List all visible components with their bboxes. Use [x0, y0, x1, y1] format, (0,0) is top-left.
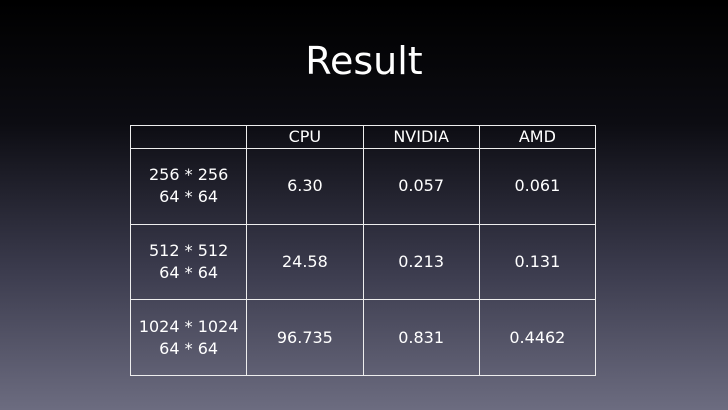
row-label: 256 * 256 64 * 64	[129, 148, 248, 225]
table-cell: 0.057	[362, 148, 480, 225]
row-label-line: 64 * 64	[159, 338, 219, 358]
row-label-line: 256 * 256	[149, 165, 229, 185]
column-header: NVIDIA	[362, 125, 480, 149]
table-row: 1024 * 1024 64 * 64 96.735 0.831 0.4462	[129, 299, 597, 376]
row-label-line: 64 * 64	[159, 187, 219, 207]
table-cell: 0.131	[478, 223, 597, 301]
table-cell: 0.061	[478, 148, 597, 225]
table-cell: 0.213	[362, 223, 480, 301]
column-header: AMD	[478, 125, 597, 149]
column-header: CPU	[246, 125, 364, 149]
table-cell: 0.4462	[478, 299, 597, 376]
table-cell: 24.58	[246, 223, 364, 301]
table-cell: 96.735	[246, 299, 364, 376]
empty-header-cell	[129, 125, 248, 149]
table-row: 256 * 256 64 * 64 6.30 0.057 0.061	[129, 148, 597, 225]
table-row: 512 * 512 64 * 64 24.58 0.213 0.131	[129, 223, 597, 301]
row-label: 512 * 512 64 * 64	[129, 223, 248, 301]
row-label: 1024 * 1024 64 * 64	[129, 299, 248, 376]
table-cell: 6.30	[246, 148, 364, 225]
row-label-line: 64 * 64	[159, 262, 219, 282]
slide-title: Result	[305, 39, 423, 83]
header-row: CPU NVIDIA AMD	[129, 125, 597, 149]
row-label-line: 512 * 512	[149, 240, 229, 260]
result-table: CPU NVIDIA AMD 256 * 256 64 * 64 6.30 0.057 0.…	[129, 125, 597, 376]
table-cell: 0.831	[362, 299, 480, 376]
row-label-line: 1024 * 1024	[138, 316, 239, 336]
